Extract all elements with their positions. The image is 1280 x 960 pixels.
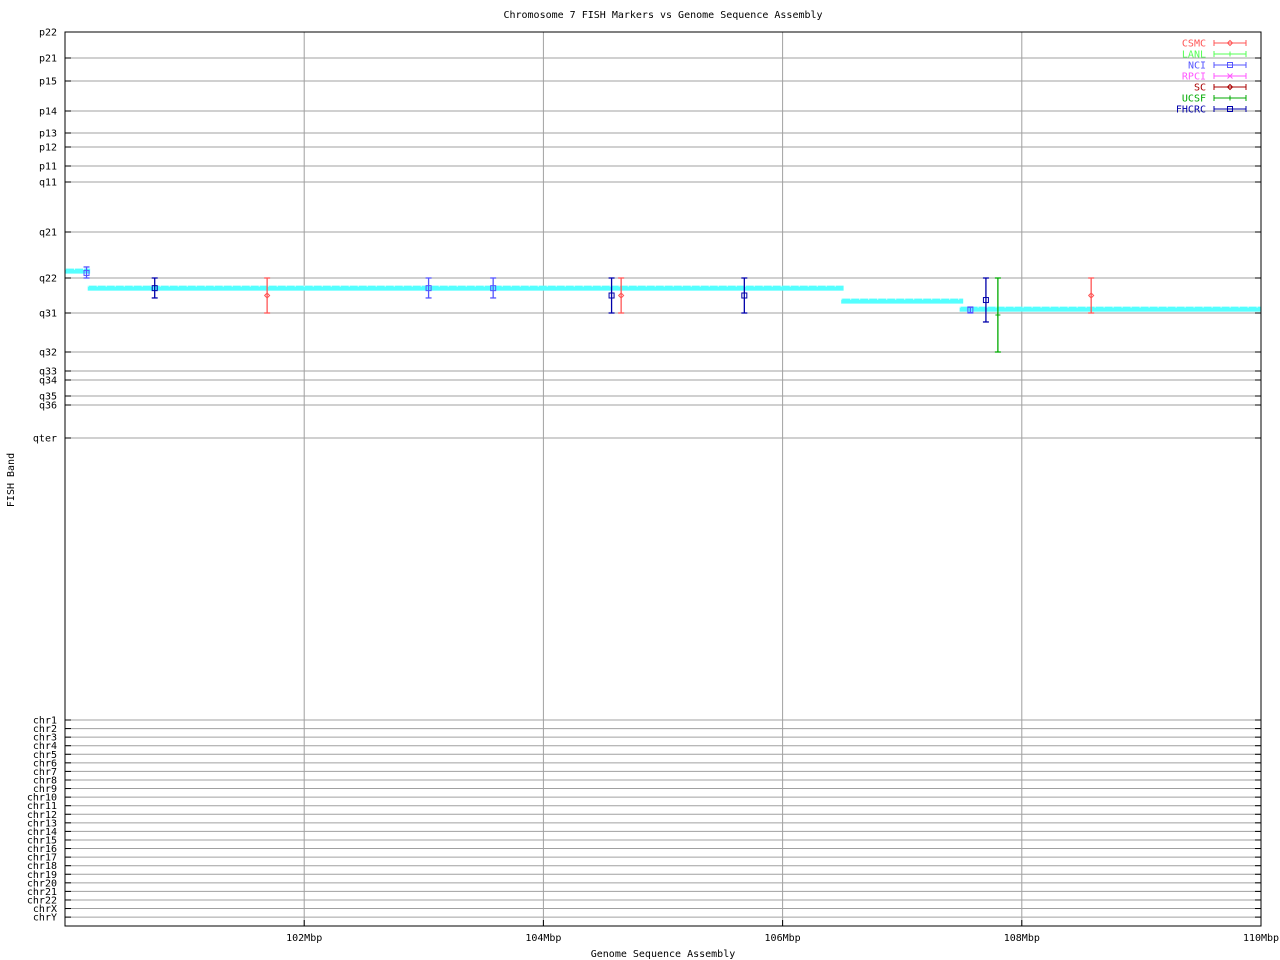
y-tick-label: chr3 <box>33 733 57 744</box>
y-tick-label: chr2 <box>33 724 57 735</box>
data-point-nci <box>490 277 497 299</box>
legend-label-nci: NCI <box>1188 61 1206 72</box>
x-tick-label: 108Mbp <box>1004 933 1040 944</box>
y-tick-label: chr19 <box>27 870 57 881</box>
x-axis-label: Genome Sequence Assembly <box>591 949 736 960</box>
legend-label-csmc: CSMC <box>1182 39 1206 50</box>
square-marker <box>83 269 90 276</box>
x-tick-label: 102Mbp <box>286 933 322 944</box>
y-tick-label: chr7 <box>33 767 57 778</box>
y-tick-label: p13 <box>39 129 57 140</box>
y-tick-label: chrX <box>33 904 57 915</box>
y-tick-label: chr14 <box>27 827 57 838</box>
x-tick-label: 110Mbp <box>1243 933 1279 944</box>
y-tick-label: chr6 <box>33 758 57 769</box>
y-tick-label: chr1 <box>33 716 57 727</box>
legend-label-sc: SC <box>1194 83 1206 94</box>
y-tick-label: chrY <box>33 913 57 924</box>
y-tick-label: q32 <box>39 348 57 359</box>
diamond-marker <box>617 292 625 299</box>
x-tick-label: 104Mbp <box>525 933 561 944</box>
y-tick-label: chr22 <box>27 895 57 906</box>
square-marker <box>425 285 432 292</box>
y-tick-label: chr18 <box>27 861 57 872</box>
x-tick-label: 106Mbp <box>765 933 801 944</box>
y-tick-label: q33 <box>39 367 57 378</box>
data-point-csmc <box>617 277 625 314</box>
data-point-ucsf <box>994 277 1001 353</box>
y-tick-label: chr21 <box>27 887 57 898</box>
square-marker <box>967 306 974 313</box>
square-marker <box>151 285 158 292</box>
data-point-fhcrc <box>608 277 615 314</box>
data-point-fhcrc <box>741 277 748 314</box>
data-point-nci <box>425 277 432 299</box>
y-tick-label: chr9 <box>33 784 57 795</box>
y-tick-label: q34 <box>39 376 57 387</box>
assembly-segment <box>87 285 844 291</box>
y-tick-label: chr10 <box>27 793 57 804</box>
diamond-marker <box>263 292 271 299</box>
data-point-csmc <box>263 277 271 314</box>
y-tick-label: q31 <box>39 309 57 320</box>
square-marker <box>982 297 989 304</box>
diamond-marker <box>1087 292 1095 299</box>
y-tick-label: chr5 <box>33 750 57 761</box>
ticks: p22p21p15p14p13p12p11q11q21q22q31q32q33q… <box>27 28 1279 945</box>
legend-label-lanl: LANL <box>1182 50 1206 61</box>
legend-label-fhcrc: FHCRC <box>1176 105 1206 116</box>
grid <box>65 31 1262 926</box>
assembly-segment <box>841 298 964 304</box>
y-axis-label: FISH Band <box>6 453 17 507</box>
assembly-segment <box>65 268 91 274</box>
y-tick-label: q35 <box>39 392 57 403</box>
y-tick-label: qter <box>33 434 57 445</box>
y-tick-label: p21 <box>39 54 57 65</box>
y-tick-label: chr12 <box>27 810 57 821</box>
y-tick-label: chr8 <box>33 775 57 786</box>
plus-marker <box>995 312 1001 318</box>
y-tick-label: q11 <box>39 178 57 189</box>
y-tick-label: chr16 <box>27 844 57 855</box>
legend-label-ucsf: UCSF <box>1182 94 1206 105</box>
data-points <box>83 266 1095 353</box>
y-tick-label: chr15 <box>27 835 57 846</box>
square-marker <box>1227 62 1233 68</box>
y-tick-label: p14 <box>39 107 57 118</box>
chart-title: Chromosome 7 FISH Markers vs Genome Sequ… <box>503 10 822 21</box>
square-marker <box>490 285 497 292</box>
y-tick-label: chr4 <box>33 741 57 752</box>
legend-label-rpci: RPCI <box>1182 72 1206 83</box>
diamond-marker <box>1226 83 1234 91</box>
data-point-nci <box>967 306 974 314</box>
y-tick-label: q22 <box>39 274 57 285</box>
y-tick-label: p15 <box>39 77 57 88</box>
plus-marker <box>1227 51 1233 57</box>
y-tick-label: chr13 <box>27 818 57 829</box>
y-tick-label: chr20 <box>27 878 57 889</box>
y-tick-label: chr17 <box>27 853 57 864</box>
assembly-segment <box>959 306 1261 312</box>
cross-marker <box>1227 73 1233 79</box>
data-point-fhcrc <box>982 277 989 323</box>
y-tick-label: q36 <box>39 401 57 412</box>
assembly-segments <box>65 268 1261 312</box>
plus-marker <box>1227 95 1233 101</box>
diamond-marker <box>1226 39 1234 47</box>
data-point-nci <box>83 266 90 279</box>
y-tick-label: q21 <box>39 228 57 239</box>
y-tick-label: chr11 <box>27 801 57 812</box>
square-marker <box>741 292 748 299</box>
data-point-fhcrc <box>151 277 158 299</box>
y-tick-label: p12 <box>39 143 57 154</box>
y-tick-label: p22 <box>39 28 57 39</box>
y-tick-label: p11 <box>39 162 57 173</box>
square-marker <box>1227 106 1233 112</box>
plot-frame <box>64 31 1262 927</box>
square-marker <box>608 292 615 299</box>
data-point-csmc <box>1087 277 1095 314</box>
